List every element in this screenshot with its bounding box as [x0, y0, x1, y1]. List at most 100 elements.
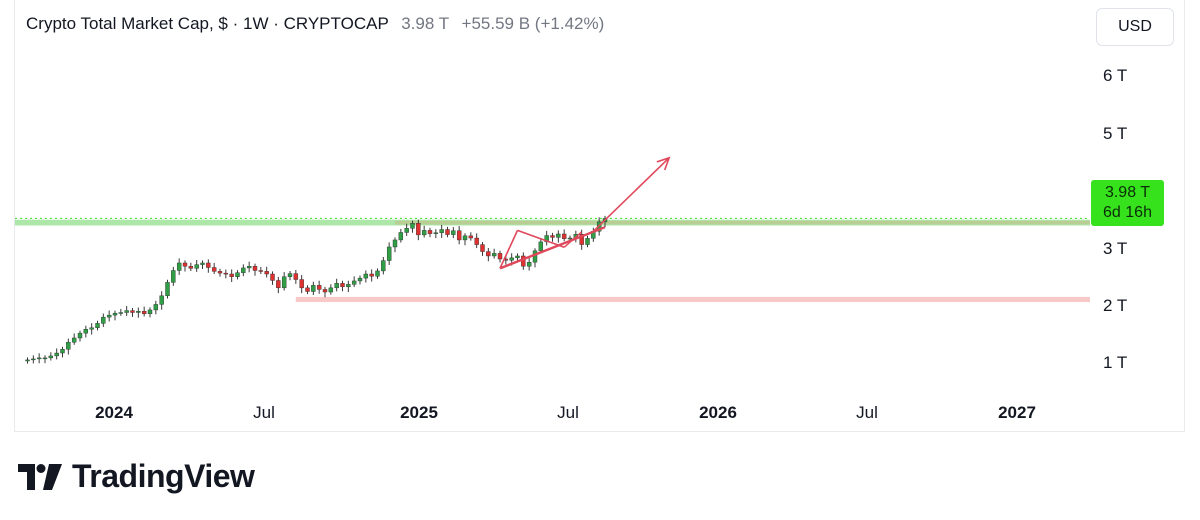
candle-body: [456, 230, 462, 241]
candle-body: [480, 244, 485, 252]
candle-body: [171, 270, 176, 283]
candle-body: [54, 352, 59, 357]
candle-body: [515, 255, 520, 259]
brand-name: TradingView: [72, 458, 255, 494]
candle-body: [281, 276, 287, 289]
resistance-zone-overlap: [395, 220, 1090, 225]
candle-body: [509, 257, 514, 261]
candle-body: [375, 270, 380, 277]
y-tick-label: 1 T: [1103, 353, 1128, 372]
candle-body: [188, 266, 194, 269]
y-tick-label: 2 T: [1103, 296, 1128, 315]
tradingview-logo-icon: [18, 463, 62, 490]
candle-body: [334, 283, 339, 289]
candle-body: [427, 230, 433, 234]
candle-body: [451, 230, 456, 235]
last-price-value: 3.98 T: [1104, 184, 1151, 201]
candle-body: [124, 310, 129, 313]
chart-plot[interactable]: [15, 0, 1186, 432]
candle-body: [182, 262, 188, 267]
rising-support-line: [499, 226, 606, 270]
candle-body: [462, 235, 468, 241]
candle-body: [136, 311, 141, 313]
candle-body: [235, 272, 240, 277]
candle-body: [299, 279, 304, 289]
candle-body: [556, 233, 561, 238]
last-price-label: 3.98 T 6d 16h: [1091, 180, 1164, 226]
x-tick-label: Jul: [557, 403, 579, 422]
currency-button[interactable]: USD: [1096, 8, 1174, 46]
y-tick-label: 6 T: [1103, 66, 1128, 85]
candle-body: [398, 232, 404, 241]
candle-body: [526, 261, 532, 267]
candle-body: [159, 295, 164, 305]
candle-body: [468, 235, 474, 239]
candle-body: [351, 280, 357, 285]
candle-body: [404, 228, 409, 233]
candle-body: [486, 251, 491, 257]
candle-body: [48, 355, 54, 359]
candle-body: [311, 285, 316, 292]
candle-body: [252, 266, 258, 271]
candle-body: [532, 250, 538, 263]
candle-body: [176, 262, 182, 271]
projection-arrow-head: [656, 156, 671, 171]
flag-upper: [517, 229, 565, 249]
candle-body: [416, 223, 421, 236]
support-zone: [295, 296, 1090, 303]
candle-body: [264, 271, 269, 275]
candle-body: [567, 237, 573, 240]
candle-body: [217, 271, 223, 274]
candle-body: [246, 266, 252, 269]
candle-body: [346, 284, 351, 288]
candle-body: [101, 316, 106, 324]
chart-frame[interactable]: [14, 0, 1185, 432]
candle-body: [206, 262, 211, 268]
brand-footer: TradingView: [18, 458, 255, 495]
candle-body: [561, 233, 567, 239]
candle-body: [112, 312, 118, 316]
candle-body: [421, 230, 427, 236]
candle-body: [36, 357, 42, 360]
x-tick-label: 2026: [699, 403, 737, 422]
flag-breakout-line: [563, 231, 583, 248]
candle-body: [106, 314, 112, 318]
x-tick-label: 2024: [95, 403, 133, 422]
candle-body: [241, 267, 246, 273]
candle-body: [287, 273, 293, 277]
candle-body: [445, 229, 450, 235]
candle-body: [223, 272, 229, 275]
candle-body: [474, 237, 479, 245]
x-tick-label: Jul: [253, 403, 275, 422]
candle-body: [433, 232, 439, 234]
flag-pole: [499, 230, 519, 269]
change-value: +55.59 B (+1.42%): [461, 14, 605, 33]
candle-body: [25, 359, 30, 362]
candle-body: [71, 337, 77, 343]
last-value: 3.98 T: [401, 14, 449, 33]
candle-body: [410, 223, 415, 229]
candle-body: [42, 357, 48, 360]
candle-body: [585, 238, 590, 245]
candle-body: [538, 241, 544, 252]
candle-body: [392, 239, 398, 248]
candle-body: [491, 253, 497, 257]
x-tick-label: Jul: [856, 403, 878, 422]
candle-body: [229, 273, 234, 277]
candle-body: [31, 358, 36, 361]
candle-body: [276, 280, 281, 289]
candle-body: [340, 283, 345, 288]
candle-body: [83, 329, 89, 334]
bar-countdown: 6d 16h: [1103, 204, 1152, 221]
x-tick-label: 2025: [400, 403, 438, 422]
candle-body: [550, 235, 555, 238]
resistance-zone: [15, 219, 1090, 226]
candle-body: [369, 273, 374, 277]
x-tick-label: 2027: [998, 403, 1036, 422]
y-tick-label: 3 T: [1103, 239, 1128, 258]
candle-body: [305, 287, 310, 292]
symbol-title: Crypto Total Market Cap, $ · 1W · CRYPTO…: [26, 14, 389, 33]
candle-body: [147, 309, 153, 315]
candle-body: [153, 304, 159, 311]
candle-body: [258, 270, 264, 272]
